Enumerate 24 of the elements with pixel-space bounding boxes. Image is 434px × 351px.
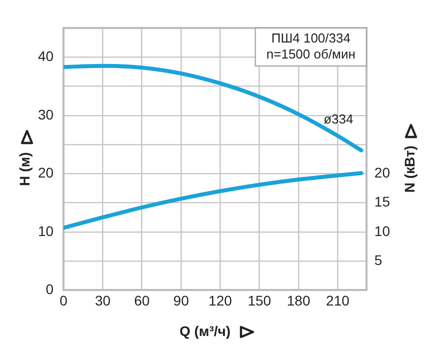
x-tick-label: 150 — [248, 292, 272, 308]
x-tick-label: 0 — [60, 292, 68, 308]
x-tick-label: 90 — [173, 292, 190, 308]
line-series — [64, 64, 364, 152]
y2-tick-label: 20 — [374, 164, 390, 181]
y-tick-label: 0 — [46, 281, 54, 298]
y-tick-label: 20 — [38, 164, 54, 181]
x-axis-title: Q (м³/ч) — [179, 323, 231, 340]
y2-tick-label: 5 — [374, 252, 382, 268]
y2-axis-title: N (кВт) — [401, 146, 418, 193]
x-tick-label: 30 — [94, 292, 111, 308]
line-series — [64, 171, 364, 230]
x-tick-label: 120 — [208, 292, 232, 308]
x-tick-label: 60 — [134, 292, 150, 308]
y-tick-label: 30 — [38, 106, 54, 122]
y-tick-label: 10 — [38, 222, 54, 239]
annotation: ПШ4 100/334 n=1500 об/мин — [266, 30, 356, 62]
annotation: ø334 — [324, 111, 354, 126]
y2-tick-label: 10 — [374, 222, 390, 239]
x-tick-label: 210 — [326, 292, 350, 308]
y-tick-label: 40 — [38, 48, 54, 64]
y-axis-title: H (м) — [16, 152, 32, 186]
y2-tick-label: 15 — [374, 194, 390, 210]
x-tick-label: 180 — [286, 292, 310, 308]
